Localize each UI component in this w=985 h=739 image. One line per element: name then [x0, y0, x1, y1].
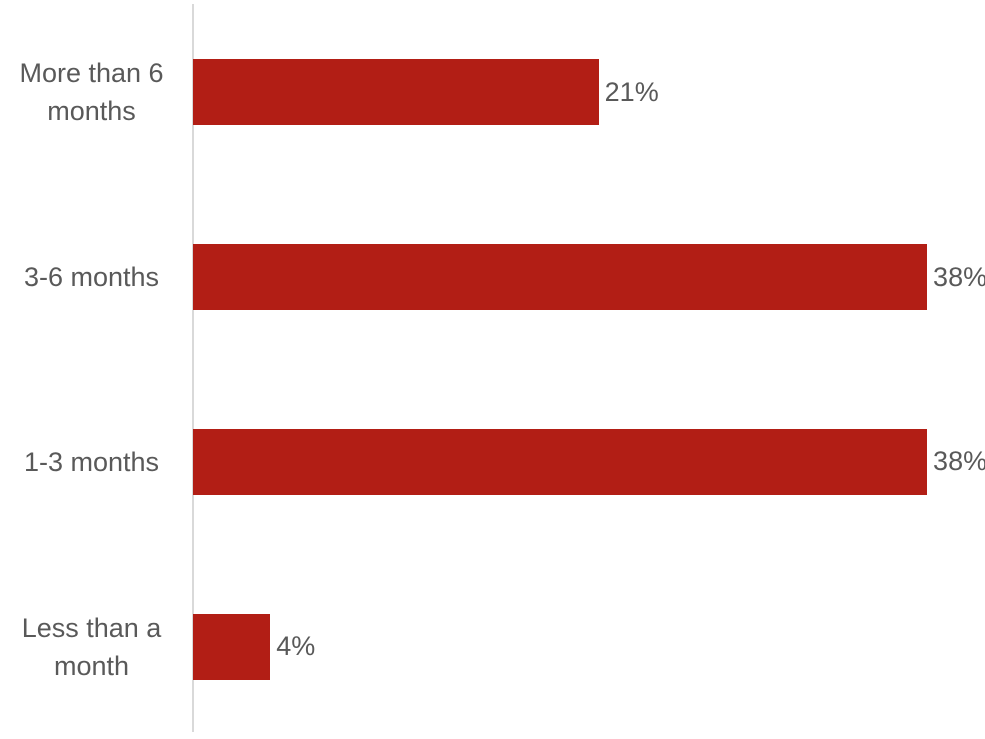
- value-label: 38%: [933, 261, 985, 292]
- bar: [193, 244, 928, 311]
- category-label: 3-6 months: [23, 262, 160, 293]
- bar: [193, 428, 928, 495]
- bar-area: 38%: [193, 370, 985, 555]
- value-label: 38%: [933, 446, 985, 477]
- category-label: 1-3 months: [23, 446, 160, 477]
- bar-area: 21%: [193, 0, 985, 185]
- value-label: 4%: [276, 631, 316, 662]
- bar: [193, 59, 599, 126]
- bar-row: Less than a month 4%: [0, 554, 985, 739]
- bar: [193, 613, 271, 680]
- bar-area: 4%: [193, 554, 985, 739]
- y-axis-line: [192, 4, 194, 732]
- value-label: 21%: [604, 76, 659, 107]
- category-label: More than 6 months: [19, 58, 164, 127]
- bar-row: 3-6 months 38%: [0, 185, 985, 370]
- bar-row: 1-3 months 38%: [0, 370, 985, 555]
- category-label: Less than a month: [21, 612, 162, 681]
- bar-row: More than 6 months 21%: [0, 0, 985, 185]
- bar-area: 38%: [193, 185, 985, 370]
